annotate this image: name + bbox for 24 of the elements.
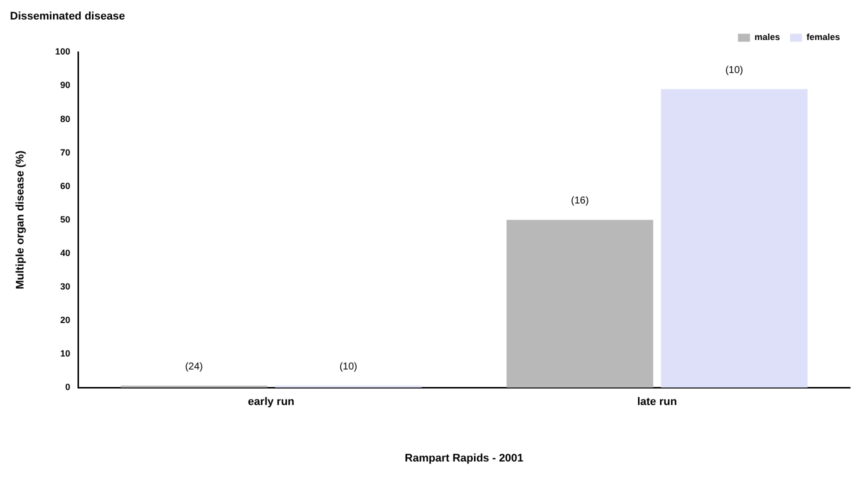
- y-tick-label: 20: [60, 315, 70, 326]
- x-tick-label: late run: [637, 396, 678, 408]
- y-tick-label: 70: [60, 147, 70, 158]
- annotation: (10): [725, 64, 744, 76]
- annotation: (10): [339, 361, 358, 372]
- chart-title: Disseminated disease: [10, 10, 125, 23]
- y-tick-label: 50: [60, 214, 70, 224]
- y-tick-label: 0: [65, 382, 70, 392]
- y-tick-label: 30: [60, 281, 70, 292]
- y-axis-title: Multiple organ disease (%): [14, 150, 27, 290]
- y-tick-label: 90: [60, 80, 70, 90]
- annotation: (24): [185, 361, 203, 372]
- bar: [660, 89, 808, 388]
- bar: [506, 220, 654, 388]
- y-tick-label: 80: [60, 114, 70, 124]
- y-tick-label: 10: [60, 348, 70, 359]
- x-axis-title: Rampart Rapids - 2001: [404, 452, 524, 464]
- legend-label: females: [806, 32, 840, 42]
- legend-label: males: [754, 32, 780, 42]
- y-tick-label: 100: [55, 46, 70, 57]
- y-tick-label: 60: [60, 180, 70, 191]
- annotation: (16): [570, 196, 589, 207]
- y-tick-label: 40: [60, 248, 70, 258]
- x-tick-label: early run: [248, 396, 295, 408]
